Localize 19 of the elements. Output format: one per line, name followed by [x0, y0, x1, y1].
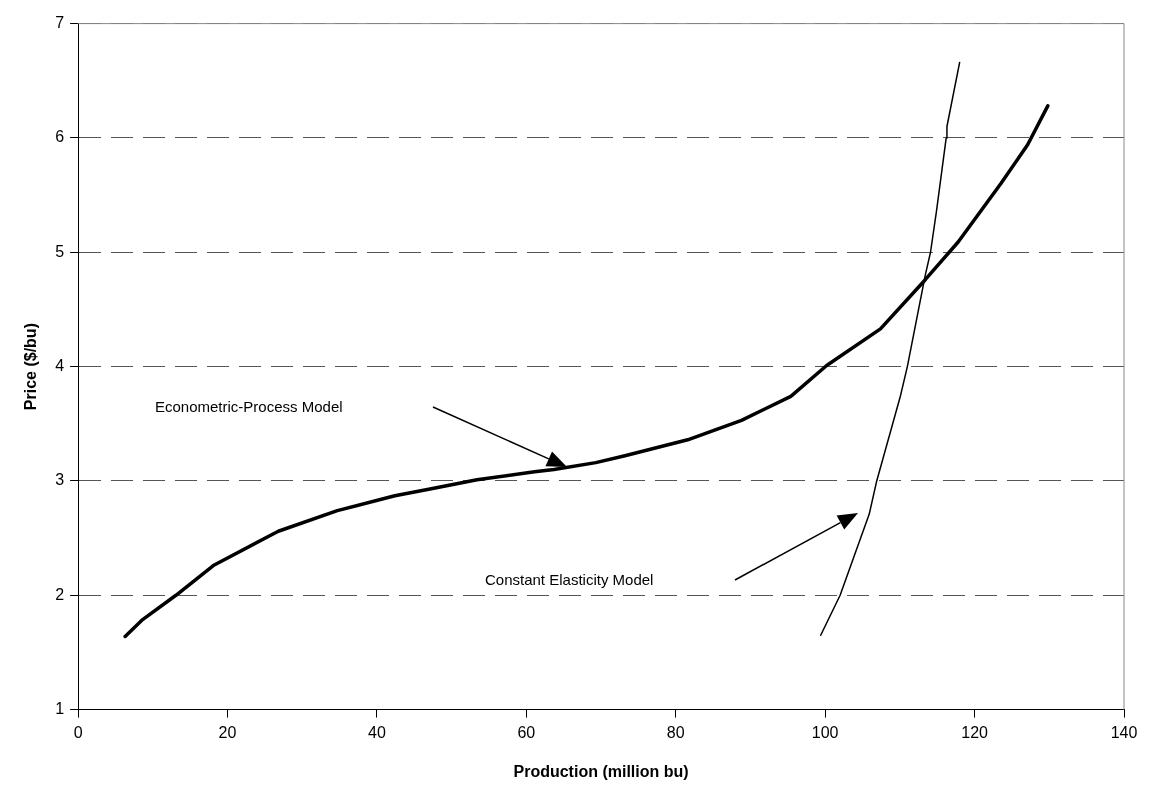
x-axis-title: Production (million bu): [513, 762, 689, 780]
x-tick-label: 0: [73, 723, 83, 741]
x-tick-label: 80: [666, 723, 685, 741]
x-tick-label: 20: [218, 723, 237, 741]
annotation: Constant Elasticity Model: [485, 570, 654, 590]
y-tick-label: 4: [55, 357, 65, 375]
x-tick-label: 140: [1110, 723, 1138, 741]
y-axis-title: Price ($/bu): [22, 323, 40, 411]
x-tick-label: 60: [517, 723, 536, 741]
x-tick-label: 120: [961, 723, 989, 741]
y-tick-label: 5: [55, 242, 65, 260]
y-tick-label: 2: [55, 585, 65, 603]
x-tick-label: 40: [368, 723, 386, 741]
x-tick-label: 100: [811, 723, 839, 741]
y-tick-label: 3: [55, 471, 65, 489]
y-tick-label: 6: [55, 128, 65, 146]
annotation: Econometric-Process Model: [155, 397, 343, 417]
y-tick-label: 1: [55, 700, 65, 718]
y-tick-label: 7: [55, 14, 65, 32]
